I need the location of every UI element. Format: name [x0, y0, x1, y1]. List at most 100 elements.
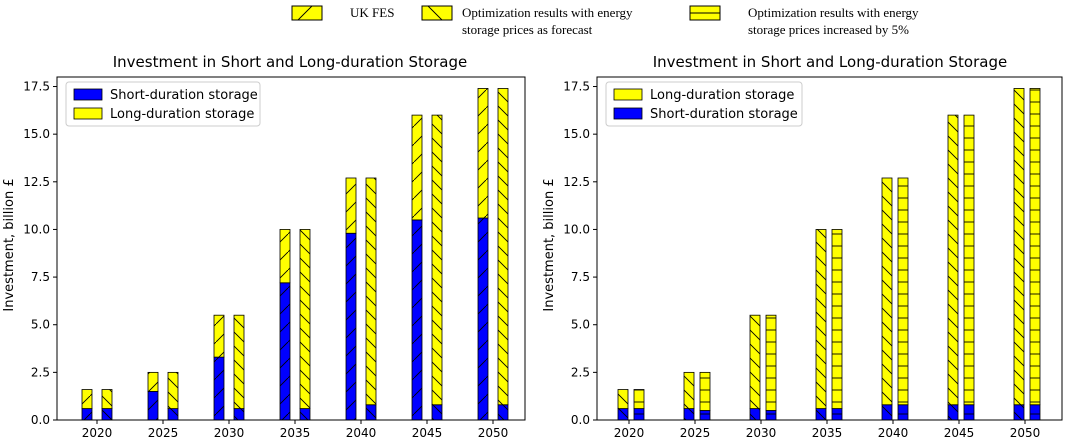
chart0-xtick-label-2045: 2045: [412, 426, 443, 440]
chart1-ytick-label-2: 5.0: [571, 318, 590, 332]
legend-swatch-forecast-hatch: [427, 5, 443, 21]
chart-left-title: Investment in Short and Long-duration St…: [113, 53, 467, 71]
legend-swatch-forecast: [421, 5, 453, 21]
chart0-bar-long-hatch-0-2045: [411, 114, 423, 221]
chart0-bar-short-hatch-0-2040: [345, 232, 357, 421]
chart1-bar-short-hatch-1-2030: [765, 410, 777, 421]
chart1-bar-long-hatch-1-2030: [765, 314, 777, 411]
chart1-legend-swatch-long: [613, 88, 643, 101]
chart0-ytick-label-4: 10.0: [23, 222, 50, 236]
chart0-axes-frame: [56, 76, 526, 421]
chart0-ytick-label-0: 0.0: [31, 413, 50, 427]
chart-left-ylabel: Investment, billion £: [2, 178, 17, 311]
chart0-ytick-label-2: 5.0: [31, 318, 50, 332]
chart1-bar-short-hatch-1-2035: [831, 408, 843, 421]
chart1-bar-long-hatch-1-2025: [699, 371, 711, 411]
chart1-xtick-label-2025: 2025: [680, 426, 711, 440]
chart0-bar-long-hatch-1-2050: [497, 88, 509, 406]
chart1-legend-swatch-short: [613, 107, 643, 120]
chart1-bar-short-hatch-1-2020: [633, 408, 645, 421]
chart1-bar-short-hatch-0-2050: [1013, 404, 1025, 421]
chart0-legend-label-long: Long-duration storage: [110, 107, 254, 122]
chart0-xtick-label-2040: 2040: [346, 426, 377, 440]
chart0-legend-box: [65, 81, 261, 127]
chart1-bar-long-hatch-0-2050: [1013, 88, 1025, 406]
chart1-bar-long-hatch-1-2040: [897, 177, 909, 406]
chart0-bar-long-hatch-1-2045: [431, 114, 443, 406]
chart0-legend-swatch-short: [73, 88, 103, 101]
chart1-bar-long-hatch-0-2045: [947, 114, 959, 406]
chart0-bar-long-hatch-0-2035: [279, 229, 291, 284]
chart0-bar-short-hatch-1-2040: [365, 404, 377, 421]
chart0-xtick-label-2025: 2025: [148, 426, 179, 440]
chart0-bar-long-hatch-0-2040: [345, 177, 357, 234]
chart1-bar-short-hatch-0-2030: [749, 408, 761, 421]
chart1-xtick-label-2030: 2030: [746, 426, 777, 440]
chart-right-ylabel: Investment, billion £: [542, 178, 557, 311]
chart0-bar-short-hatch-1-2045: [431, 404, 443, 421]
chart0-bar-long-hatch-0-2025: [147, 371, 159, 392]
chart1-ytick-label-4: 10.0: [563, 222, 590, 236]
chart0-bar-long-hatch-0-2050: [477, 88, 489, 219]
chart0-xtick-label-2030: 2030: [214, 426, 245, 440]
chart1-bar-short-hatch-0-2020: [617, 408, 629, 421]
chart0-bar-short-hatch-0-2020: [81, 408, 93, 421]
chart1-bar-short-hatch-0-2025: [683, 408, 695, 421]
chart0-bar-short-hatch-0-2030: [213, 356, 225, 421]
chart1-bar-long-hatch-0-2030: [749, 314, 761, 409]
chart1-ytick-label-7: 17.5: [563, 80, 590, 94]
chart1-bar-short-hatch-1-2025: [699, 410, 711, 421]
chart1-ytick-label-0: 0.0: [571, 413, 590, 427]
chart1-bar-long-hatch-1-2045: [963, 114, 975, 406]
chart0-bar-short-hatch-0-2050: [477, 217, 489, 421]
chart1-bar-long-hatch-1-2035: [831, 229, 843, 409]
chart0-bar-long-hatch-1-2025: [167, 371, 179, 409]
chart1-xtick-label-2045: 2045: [944, 426, 975, 440]
chart0-bar-short-hatch-1-2030: [233, 408, 245, 421]
chart0-bar-long-hatch-1-2040: [365, 177, 377, 406]
chart1-bar-short-hatch-0-2035: [815, 408, 827, 421]
chart1-legend-label-short: Short-duration storage: [650, 107, 798, 122]
chart1-ytick-label-6: 15.0: [563, 127, 590, 141]
chart0-legend-swatch-long: [73, 107, 103, 120]
chart0-bar-long-hatch-1-2020: [101, 389, 113, 409]
chart1-ytick-label-1: 2.5: [571, 365, 590, 379]
chart0-ytick-label-5: 12.5: [23, 175, 50, 189]
chart0-legend-label-short: Short-duration storage: [110, 88, 258, 103]
chart0-legend: Short-duration storage Long-duration stor…: [65, 81, 261, 127]
chart0-bar-short-hatch-1-2025: [167, 408, 179, 421]
chart0-xtick-label-2050: 2050: [478, 426, 509, 440]
chart1-bar-short-hatch-1-2045: [963, 404, 975, 421]
chart0-xtick-label-2035: 2035: [280, 426, 311, 440]
chart-left: 0.0 2.5 5.0 7.5 10.0 12.5 15.0 17.5 2020 2025 2030…: [23, 76, 526, 440]
chart0-bar-short-hatch-0-2025: [147, 391, 159, 421]
chart0-bar-long-hatch-0-2030: [213, 314, 225, 358]
top-legend: UK FES Optimization results with energy …: [291, 5, 919, 37]
chart0-bar-short-hatch-1-2050: [497, 404, 509, 421]
chart1-bar-long-hatch-1-2050: [1029, 88, 1041, 406]
legend-swatch-uk-fes: [291, 5, 323, 21]
top-legend-label-1-1: storage prices as forecast: [462, 22, 593, 37]
chart0-bar-short-hatch-1-2035: [299, 408, 311, 421]
chart0-bar-short-hatch-1-2020: [101, 408, 113, 421]
chart1-bar-long-hatch-1-2020: [633, 389, 645, 409]
chart1-xtick-label-2035: 2035: [812, 426, 843, 440]
chart1-bar-long-hatch-0-2035: [815, 229, 827, 409]
chart1-bar-long-hatch-0-2040: [881, 177, 893, 406]
top-legend-label-2-0: Optimization results with energy: [748, 5, 919, 20]
legend-swatch-uk-fes-hatch: [297, 5, 313, 21]
chart0-bar-long-hatch-0-2020: [81, 389, 93, 409]
top-legend-label-0-0: UK FES: [350, 5, 394, 20]
chart1-ytick-label-3: 7.5: [571, 270, 590, 284]
chart0-bar-short-hatch-0-2045: [411, 219, 423, 421]
chart1-legend-box: [605, 81, 803, 127]
chart1-xtick-label-2050: 2050: [1010, 426, 1041, 440]
chart1-legend-label-long: Long-duration storage: [650, 88, 794, 103]
chart0-xtick-label-2020: 2020: [82, 426, 113, 440]
chart1-bar-long-hatch-0-2020: [617, 389, 629, 409]
chart1-axes-frame: [596, 76, 1063, 421]
chart-right-title: Investment in Short and Long-duration St…: [653, 53, 1007, 71]
chart1-legend: Long-duration storage Short-duration stor…: [605, 81, 803, 127]
chart0-ytick-label-7: 17.5: [23, 80, 50, 94]
